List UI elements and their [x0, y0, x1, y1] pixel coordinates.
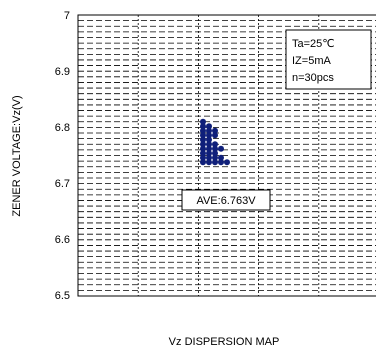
- data-point: [212, 132, 218, 139]
- data-point: [218, 145, 224, 152]
- data-point: [206, 132, 212, 139]
- data-point: [200, 132, 206, 139]
- data-point: [212, 141, 218, 148]
- data-point: [212, 150, 218, 157]
- vertical-gridlines: [137, 15, 320, 296]
- average-box-frame: [181, 189, 271, 211]
- data-point: [206, 141, 212, 148]
- condition-current: IZ=5mA: [292, 55, 331, 67]
- plot-area-border: [77, 14, 376, 297]
- data-point: [206, 150, 212, 157]
- data-point: [206, 123, 212, 130]
- data-point: [212, 127, 218, 134]
- data-point: [200, 118, 206, 125]
- y-tick-label: 6.5: [55, 290, 70, 302]
- data-point: [200, 127, 206, 134]
- conditions-box: Ta=25℃ IZ=5mA n=30pcs: [285, 29, 372, 90]
- y-tick-label: 6.8: [55, 122, 70, 134]
- data-point: [200, 159, 206, 166]
- y-tick-label: 6.6: [55, 234, 70, 246]
- data-point: [200, 136, 206, 143]
- data-point: [200, 145, 206, 152]
- condition-sample-count: n=30pcs: [292, 72, 334, 84]
- y-tick-label: 6.9: [55, 66, 70, 78]
- data-point: [212, 154, 218, 161]
- data-point: [212, 159, 218, 166]
- data-point: [218, 159, 224, 166]
- data-point: [206, 159, 212, 166]
- data-point: [200, 141, 206, 148]
- conditions-box-frame: [285, 29, 372, 90]
- data-points: [200, 118, 230, 166]
- y-tick-label: 6.7: [55, 178, 70, 190]
- horizontal-gridlines: [78, 20, 376, 291]
- average-box: AVE:6.763V: [181, 189, 271, 211]
- y-tick-label: 7: [64, 10, 70, 22]
- data-point: [200, 123, 206, 130]
- y-axis-ticks: 7 6.9 6.8 6.7 6.6 6.5: [55, 10, 70, 302]
- data-point: [224, 159, 230, 166]
- y-axis-title: ZENER VOLTAGE:Vz(V): [11, 95, 23, 216]
- data-point: [212, 145, 218, 152]
- x-axis-title: Vz DISPERSION MAP: [169, 336, 280, 348]
- data-point: [206, 145, 212, 152]
- data-point: [206, 154, 212, 161]
- data-point: [206, 136, 212, 143]
- data-point: [206, 127, 212, 134]
- data-point: [200, 154, 206, 161]
- data-point: [218, 154, 224, 161]
- condition-temperature: Ta=25℃: [292, 38, 335, 50]
- average-label: AVE:6.763V: [196, 195, 256, 207]
- data-point: [200, 150, 206, 157]
